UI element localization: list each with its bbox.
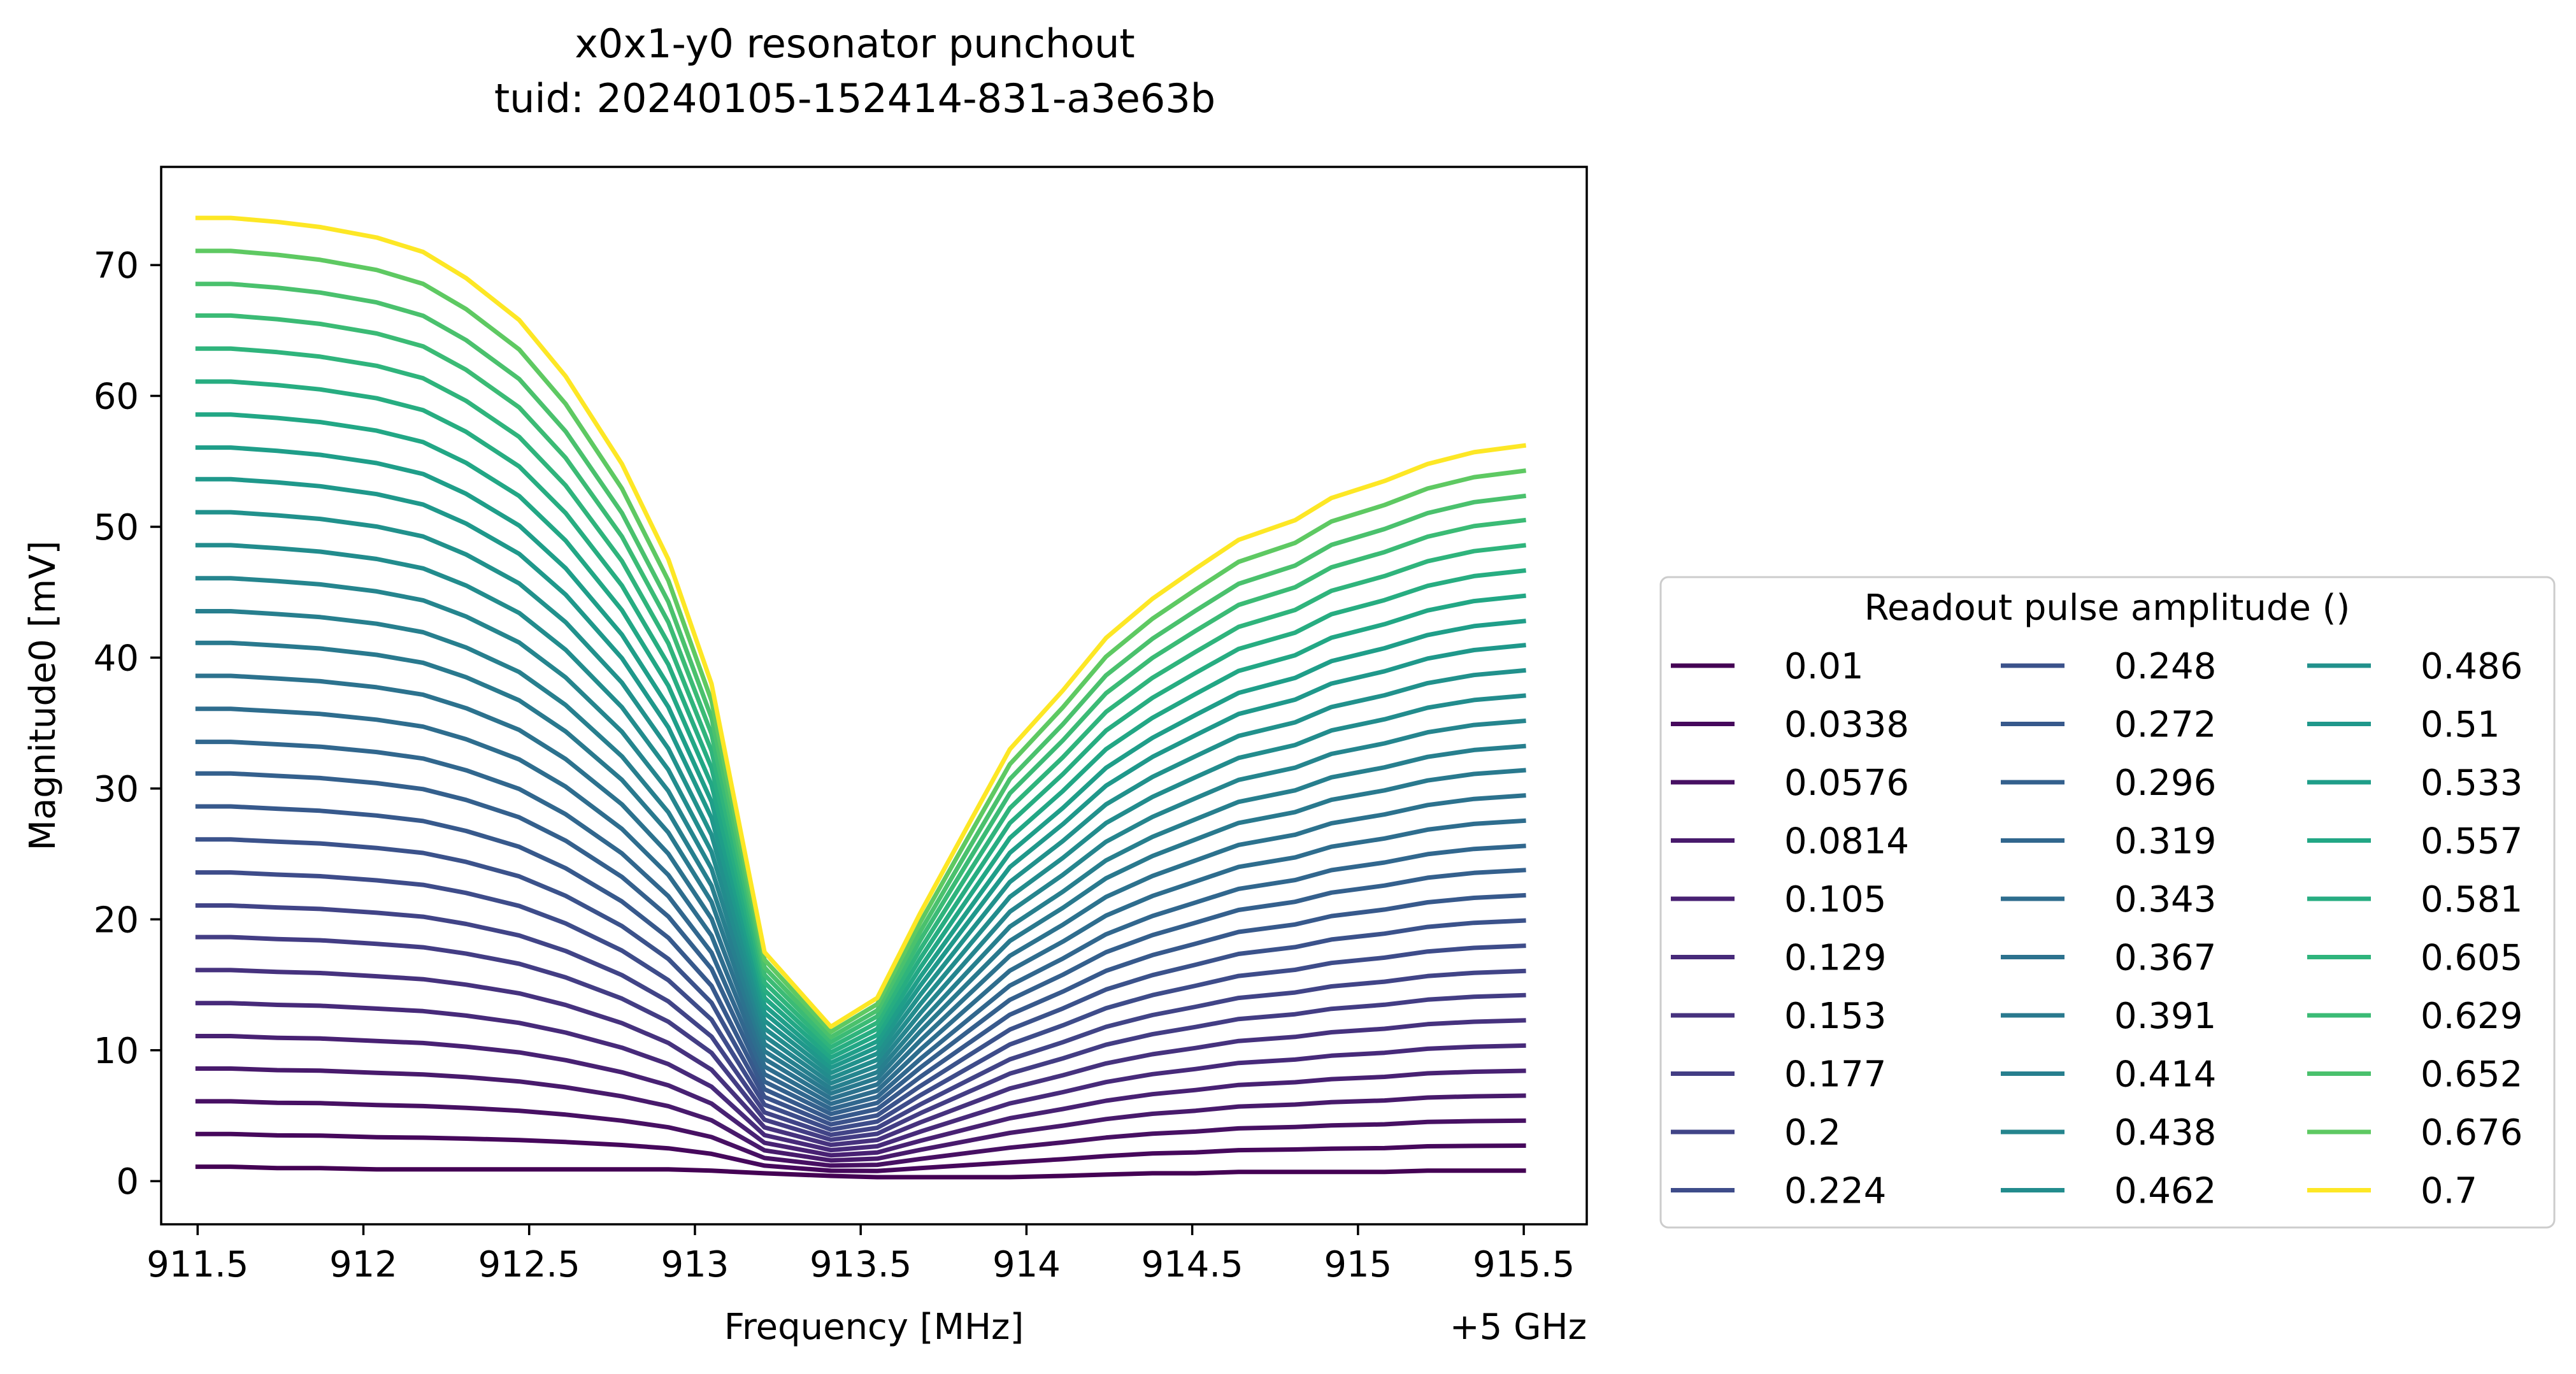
series-line-0.51 — [195, 476, 1526, 1070]
series-line-0.7 — [195, 215, 1527, 1029]
legend-label: 0.296 — [2114, 762, 2216, 804]
x-tick-label: 914 — [992, 1244, 1061, 1285]
series-line-0.486 — [195, 510, 1526, 1075]
x-axis-label: Frequency [MHz] — [724, 1306, 1024, 1348]
legend-title: Readout pulse amplitude () — [1864, 587, 2351, 629]
series-line-0.0576 — [195, 1099, 1526, 1168]
series-line-0.296 — [195, 771, 1526, 1117]
legend-label: 0.105 — [1784, 879, 1886, 920]
series-line-0.652 — [195, 282, 1526, 1040]
legend-label: 0.414 — [2114, 1054, 2216, 1096]
series-line-0.629 — [195, 313, 1526, 1045]
chart-subtitle: tuid: 20240105-152414-831-a3e63b — [494, 75, 1215, 122]
x-tick-label: 914.5 — [1141, 1244, 1243, 1285]
series-line-0.272 — [195, 804, 1526, 1122]
legend-label: 0.367 — [2114, 938, 2216, 979]
series-line-0.248 — [195, 837, 1526, 1127]
x-tick-label: 915 — [1324, 1244, 1392, 1285]
y-tick-label: 70 — [94, 245, 139, 287]
series-line-0.153 — [195, 968, 1526, 1147]
legend-label: 0.557 — [2421, 821, 2522, 862]
legend-label: 0.462 — [2114, 1171, 2216, 1212]
series-line-0.533 — [195, 445, 1526, 1065]
legend-box — [1659, 576, 2556, 1229]
legend-label: 0.343 — [2114, 879, 2216, 920]
series-line-0.177 — [195, 934, 1526, 1142]
legend-label: 0.533 — [2421, 762, 2522, 804]
x-tick-label: 911.5 — [147, 1244, 248, 1285]
legend-label: 0.224 — [1784, 1171, 1886, 1212]
legend-label: 0.676 — [2421, 1112, 2522, 1154]
series-line-0.581 — [195, 379, 1526, 1055]
series-line-0.605 — [195, 346, 1526, 1050]
series-line-0.224 — [195, 870, 1526, 1132]
series-line-0.367 — [195, 673, 1526, 1101]
x-axis-offset-label: +5 GHz — [1450, 1306, 1587, 1348]
legend-label: 0.391 — [2114, 996, 2216, 1037]
series-line-0.391 — [195, 640, 1526, 1096]
legend-label: 0.177 — [1784, 1054, 1886, 1096]
y-axis: 0 10 20 30 40 50 60 70 — [94, 245, 161, 1203]
x-tick-label: 915.5 — [1473, 1244, 1575, 1285]
series-line-0.0814 — [195, 1066, 1526, 1163]
y-tick-label: 50 — [94, 507, 139, 548]
legend-label: 0.01 — [1784, 646, 1864, 687]
x-tick-label: 913.5 — [810, 1244, 912, 1285]
legend-label: 0.153 — [1784, 996, 1886, 1037]
series-line-0.462 — [195, 543, 1526, 1081]
y-tick-label: 20 — [94, 899, 139, 941]
y-tick-label: 30 — [94, 769, 139, 810]
legend-label: 0.248 — [2114, 646, 2216, 687]
legend-label: 0.486 — [2421, 646, 2522, 687]
axes-frame — [160, 166, 1588, 1226]
series-line-0.557 — [195, 412, 1526, 1060]
chart-title: x0x1-y0 resonator punchout — [575, 20, 1135, 67]
series-layer — [195, 215, 1527, 1180]
legend: Readout pulse amplitude () 0.010.03380.0… — [1659, 576, 2556, 1229]
y-tick-label: 40 — [94, 638, 139, 679]
legend-label: 0.605 — [2421, 938, 2522, 979]
legend-label: 0.51 — [2421, 705, 2500, 746]
series-line-0.0338 — [195, 1131, 1526, 1173]
series-line-0.414 — [195, 609, 1526, 1091]
y-tick-label: 60 — [94, 376, 139, 418]
series-line-0.676 — [195, 248, 1527, 1034]
x-tick-label: 913 — [661, 1244, 729, 1285]
legend-entries: 0.01 0.0338 0.0576 0.0814 0.105 0.129 0.153 0.1… — [1671, 646, 2522, 1212]
legend-label: 0.629 — [2421, 996, 2522, 1037]
legend-label: 0.7 — [2421, 1171, 2477, 1212]
series-line-0.2 — [195, 903, 1526, 1137]
legend-label: 0.0814 — [1784, 821, 1909, 862]
legend-label: 0.2 — [1784, 1112, 1841, 1154]
legend-label: 0.272 — [2114, 705, 2216, 746]
x-tick-label: 912.5 — [478, 1244, 580, 1285]
series-line-0.319 — [195, 740, 1526, 1112]
series-line-0.01 — [195, 1164, 1526, 1180]
y-tick-label: 10 — [94, 1031, 139, 1072]
series-line-0.438 — [195, 576, 1526, 1086]
legend-label: 0.319 — [2114, 821, 2216, 862]
plot-area — [160, 166, 1588, 1226]
y-tick-label: 0 — [116, 1161, 139, 1203]
legend-label: 0.581 — [2421, 879, 2522, 920]
series-line-0.105 — [195, 1034, 1526, 1158]
legend-label: 0.0576 — [1784, 762, 1909, 804]
legend-label: 0.438 — [2114, 1112, 2216, 1154]
y-axis-label: Magnitude0 [mV] — [22, 541, 64, 851]
legend-label: 0.652 — [2421, 1054, 2522, 1096]
series-line-0.343 — [195, 706, 1526, 1106]
x-axis: 911.5 912 912.5 913 913.5 914 914.5 915 915.5 — [147, 1224, 1575, 1285]
legend-label: 0.0338 — [1784, 705, 1909, 746]
series-line-0.129 — [195, 1001, 1526, 1153]
legend-label: 0.129 — [1784, 938, 1886, 979]
x-tick-label: 912 — [329, 1244, 397, 1285]
